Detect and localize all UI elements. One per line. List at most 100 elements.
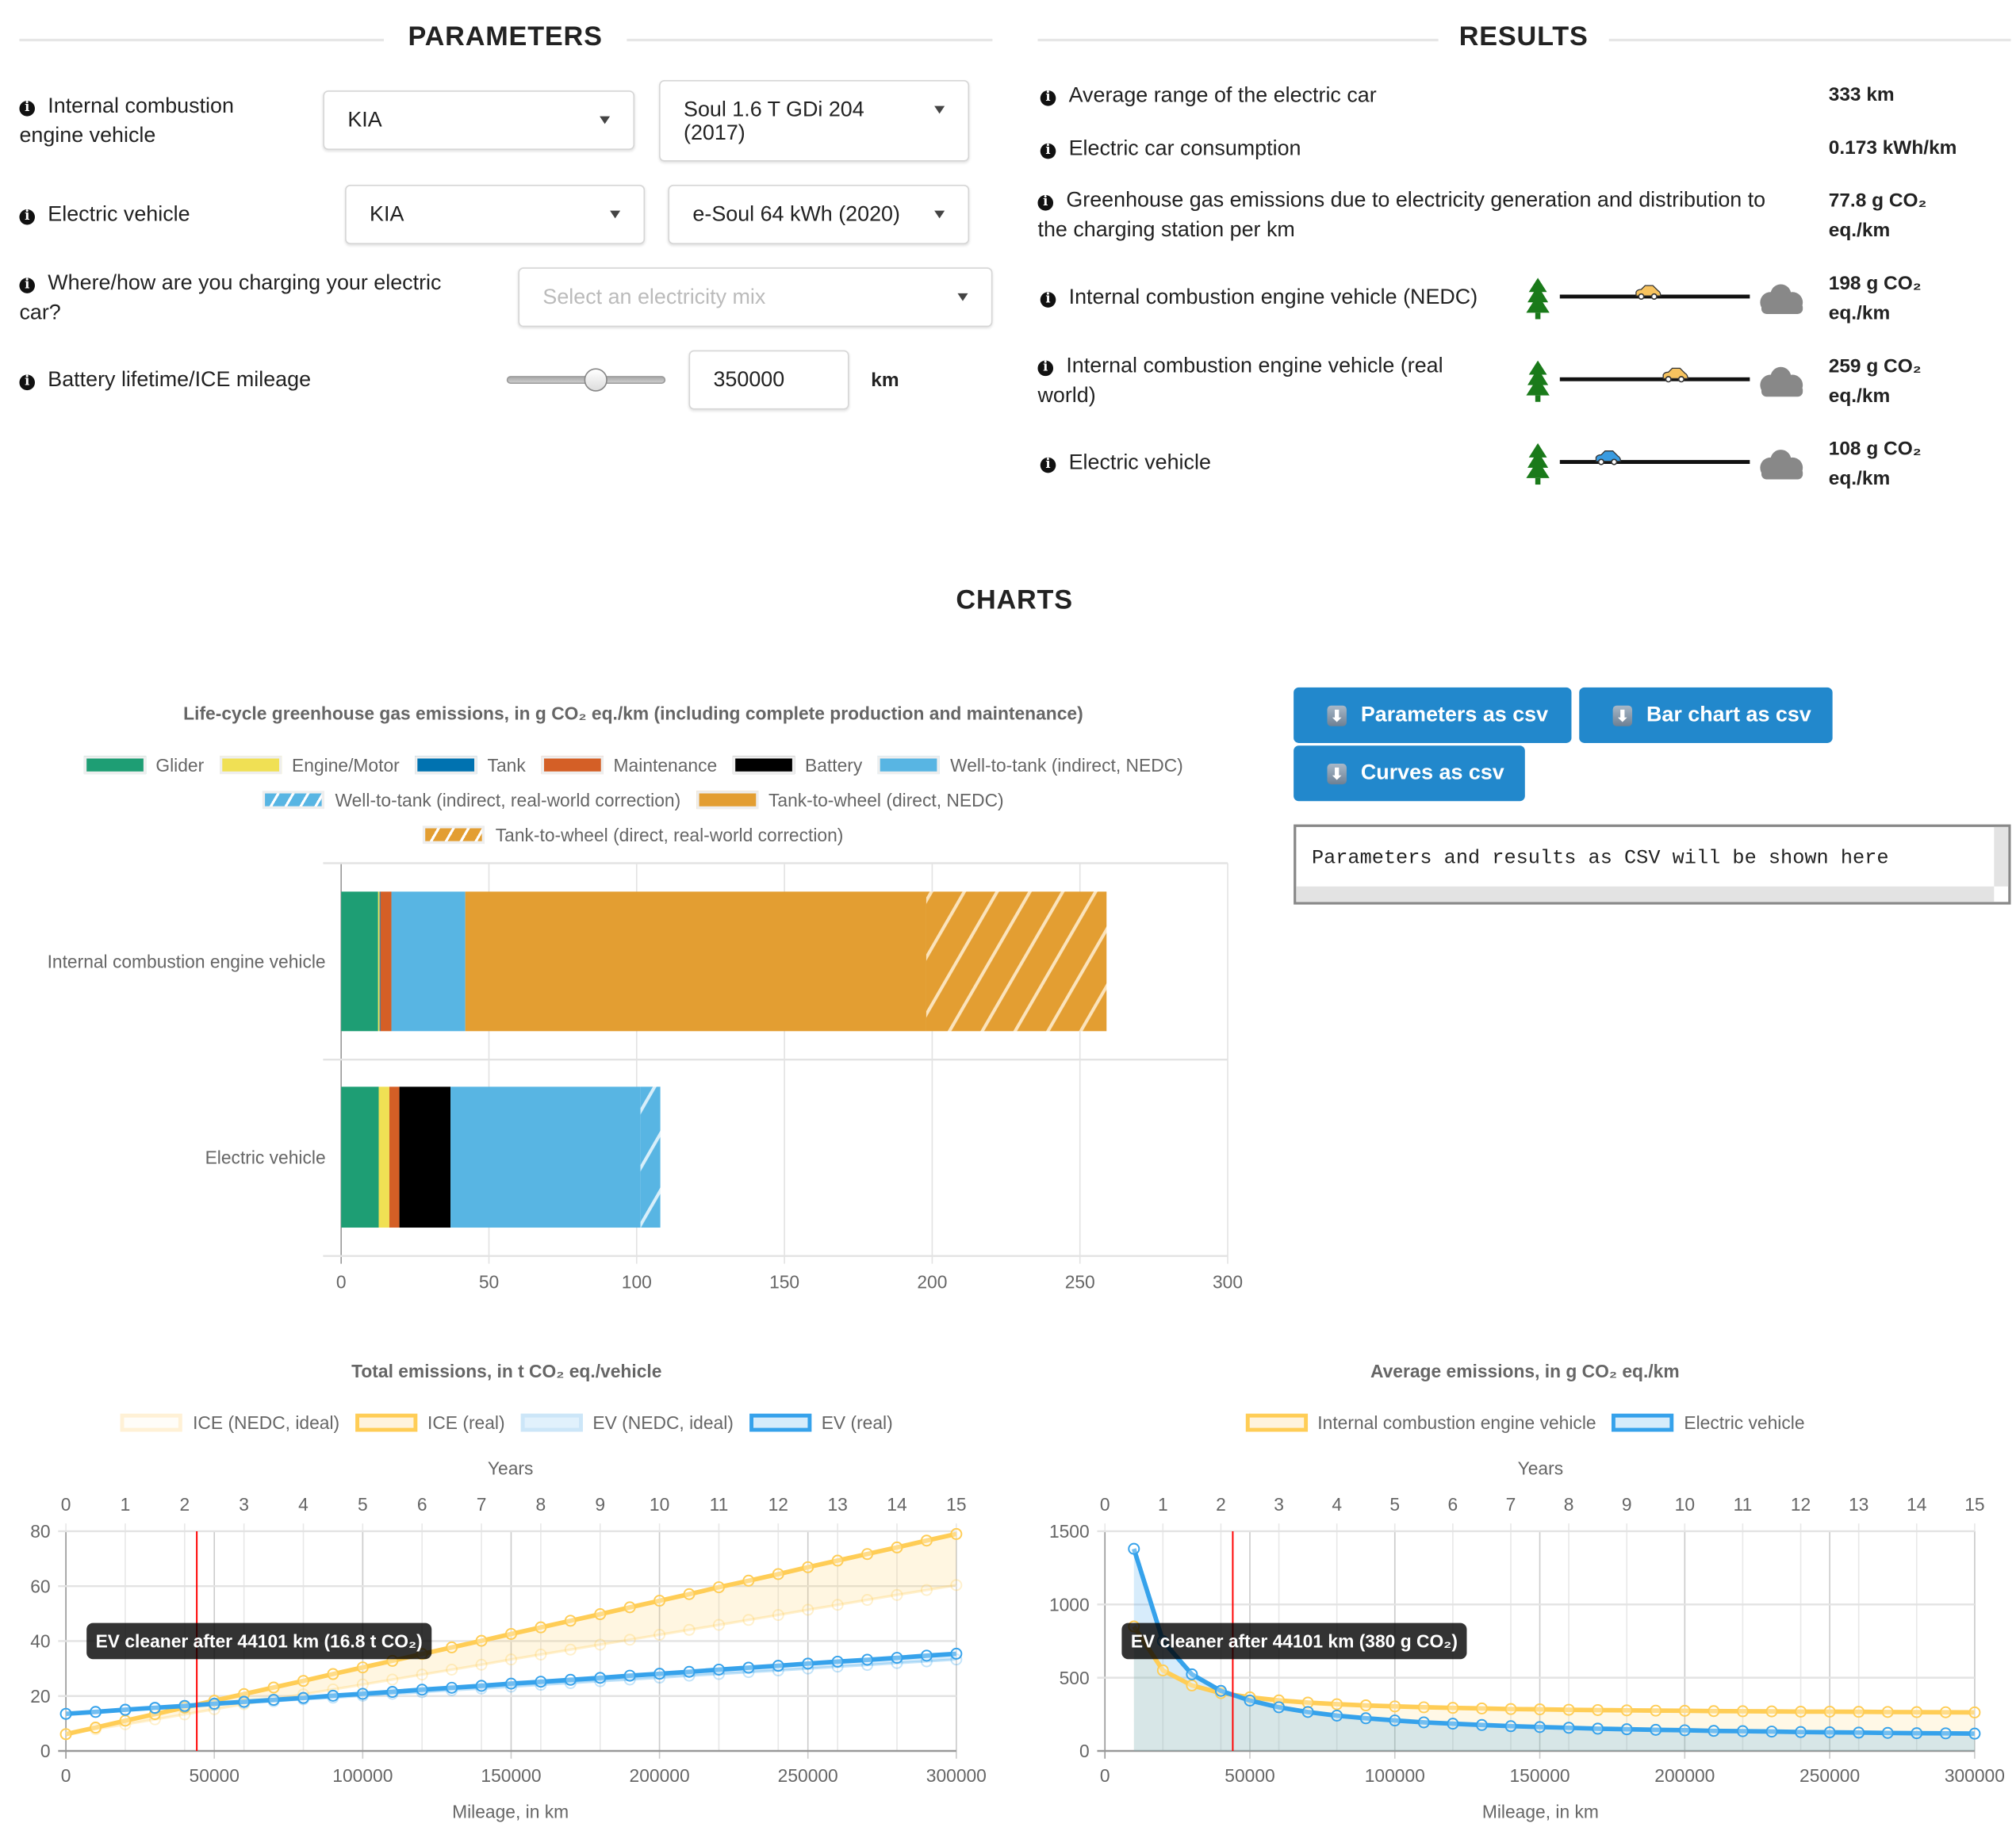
data-point [267,1694,280,1707]
battery-lifetime-slider[interactable] [506,368,666,392]
ev-brand-select[interactable]: KIA [345,185,646,244]
ev-model-select[interactable]: e-Soul 64 kWh (2020) [668,185,970,244]
csv-output-text: Parameters and results as CSV will be sh… [1311,846,1889,870]
year-tick-label: 8 [1564,1494,1574,1515]
info-icon[interactable]: i [19,101,35,117]
info-icon[interactable]: i [19,278,35,293]
info-icon[interactable]: i [1037,360,1054,377]
data-point [1417,1716,1430,1729]
y-tick-label: 0 [40,1741,51,1761]
legend-item[interactable]: ICE (real) [355,1412,505,1433]
ice-model-select[interactable]: Soul 1.6 T GDi 204 (2017) [659,80,970,162]
legend-label: Tank-to-wheel (direct, real-world correc… [495,824,844,845]
y-tick-label: 1500 [1049,1521,1090,1542]
data-point [208,1699,220,1711]
info-icon[interactable]: i [19,209,35,225]
data-point [1650,1704,1662,1717]
ice-model-value: Soul 1.6 T GDi 204 (2017) [684,98,864,144]
data-point [564,1615,577,1627]
data-point [356,1661,369,1674]
year-tick-label: 10 [650,1494,669,1515]
legend-item[interactable]: EV (NEDC, ideal) [520,1412,734,1433]
result-value: 77.8 g CO₂ eq./km [1828,190,1927,242]
csv-output-textarea[interactable]: Parameters and results as CSV will be sh… [1294,824,2011,905]
legend-row: Glider Engine/Motor Tank Maintenance Battery… [0,755,1267,776]
legend-item[interactable]: Engine/Motor [219,755,400,776]
info-icon[interactable]: i [1040,90,1056,106]
info-icon[interactable]: i [19,374,35,391]
data-point [594,1638,607,1651]
legend-item[interactable]: ICE (NEDC, ideal) [120,1412,339,1433]
info-icon[interactable]: i [1037,195,1054,211]
divider [627,38,993,42]
slider-thumb[interactable] [584,368,607,392]
year-tick-label: 12 [1791,1494,1811,1515]
data-point [712,1581,725,1594]
data-point [356,1688,369,1700]
data-point [920,1534,933,1547]
years-axis-label: Years [1517,1458,1564,1479]
ice-brand-value: KIA [347,108,382,132]
gauge-graphic [1526,278,1803,320]
download-icon: ⬇ [1327,763,1347,784]
data-point [683,1623,696,1636]
data-point [1475,1702,1488,1714]
info-icon[interactable]: i [1040,292,1056,308]
legend-swatch [219,756,282,775]
legend-item[interactable]: Battery [732,755,862,776]
data-point [386,1688,399,1700]
legend-item[interactable]: Glider [83,755,204,776]
ev-brand-value: KIA [370,202,404,227]
legend-item[interactable]: Tank-to-wheel (direct, NEDC) [696,790,1004,810]
result-value: 0.173 kWh/km [1828,136,1957,159]
vertical-scrollbar[interactable] [1994,826,2009,887]
data-point [712,1619,725,1631]
year-tick-label: 7 [477,1494,487,1515]
data-point [1968,1706,1981,1718]
data-point [267,1681,280,1694]
emission-gauge [1525,439,1809,491]
data-point [1592,1703,1604,1716]
bar-chart-csv-button[interactable]: ⬇ Bar chart as csv [1579,687,1833,743]
data-point [594,1672,607,1684]
legend-item[interactable]: Maintenance [541,755,717,776]
parameters-csv-button[interactable]: ⬇ Parameters as csv [1294,687,1572,743]
data-point [742,1614,755,1626]
data-point [653,1668,666,1680]
result-label-text: Internal combustion engine vehicle (NEDC… [1068,285,1478,309]
legend-label: Well-to-tank (indirect, NEDC) [950,754,1183,776]
crossover-tooltip: EV cleaner after 44101 km (16.8 t CO₂) [86,1622,432,1660]
year-tick-label: 1 [1158,1494,1168,1515]
legend-item[interactable]: Well-to-tank (indirect, real-world corre… [263,790,680,810]
info-icon[interactable]: i [1040,143,1056,159]
legend-swatch [877,756,941,775]
gauge-graphic [1526,360,1803,402]
legend-item[interactable]: Tank-to-wheel (direct, real-world correc… [423,825,843,845]
curves-csv-button[interactable]: ⬇ Curves as csv [1294,745,1525,802]
km-tick-label: 150000 [1510,1765,1570,1786]
series-line-ice-nedc-ideal- [65,1584,957,1736]
charging-label: i Where/how are you charging your electri… [19,269,471,328]
horizontal-scrollbar[interactable] [1296,886,1995,902]
info-icon[interactable]: i [1040,457,1056,473]
tree-icon [1526,360,1550,402]
data-point [683,1669,696,1682]
data-point [1389,1700,1401,1713]
battery-lifetime-input[interactable]: 350000 [688,350,849,410]
year-tick-label: 4 [298,1494,309,1515]
electricity-mix-select[interactable]: Select an electricity mix [518,267,993,328]
legend-item[interactable]: Internal combustion engine vehicle [1245,1412,1596,1433]
legend-item[interactable]: Electric vehicle [1612,1412,1805,1433]
data-point [920,1584,933,1596]
km-tick-label: 50000 [1225,1765,1274,1786]
legend-item[interactable]: Well-to-tank (indirect, NEDC) [877,754,1183,776]
legend-item[interactable]: Tank [415,755,526,776]
data-point [386,1673,399,1686]
data-point [475,1682,488,1695]
chevron-down-icon [957,293,968,301]
ice-brand-select[interactable]: KIA [323,90,635,151]
data-point [90,1722,102,1734]
bar-segment-well-to-tank-indirect-real-world-correction- [640,1086,661,1228]
legend-item[interactable]: EV (real) [749,1412,893,1433]
